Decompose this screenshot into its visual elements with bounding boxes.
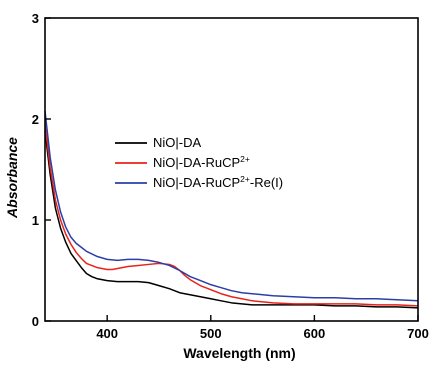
legend: NiO|-DANiO|-DA-RuCP2+NiO|-DA-RuCP2+-Re(I…	[115, 135, 283, 190]
y-tick-label: 3	[32, 11, 39, 26]
x-tick-label: 500	[200, 326, 222, 341]
x-tick-label: 600	[304, 326, 326, 341]
legend-label-superscript: 2+	[240, 154, 250, 164]
legend-entry: NiO|-DA	[153, 135, 201, 150]
series-line-2	[44, 123, 419, 307]
y-axis-ticks: 0 1 2 3	[32, 11, 51, 329]
x-axis-title: Wavelength (nm)	[183, 345, 295, 361]
legend-label-base: NiO|-DA-RuCP	[153, 175, 240, 190]
series-line-1	[44, 131, 419, 309]
legend-entry: NiO|-DA-RuCP2+	[153, 154, 250, 170]
series-line-3	[44, 110, 419, 302]
legend-label-superscript: 2+	[240, 174, 250, 184]
legend-entry: NiO|-DA-RuCP2+-Re(I)	[153, 174, 283, 190]
legend-label-suffix: -Re(I)	[250, 175, 283, 190]
y-tick-label: 0	[32, 314, 39, 329]
legend-label-base: NiO|-DA-RuCP	[153, 155, 240, 170]
legend-label-base: NiO|-DA	[153, 135, 201, 150]
x-axis-ticks: 400 500 600 700	[96, 315, 429, 341]
y-tick-label: 1	[32, 213, 39, 228]
y-axis-title: Absorbance	[4, 137, 20, 219]
plot-frame	[44, 17, 419, 322]
x-tick-label: 400	[96, 326, 118, 341]
x-tick-label: 700	[407, 326, 429, 341]
series-layer	[44, 110, 419, 309]
y-tick-label: 2	[32, 112, 39, 127]
